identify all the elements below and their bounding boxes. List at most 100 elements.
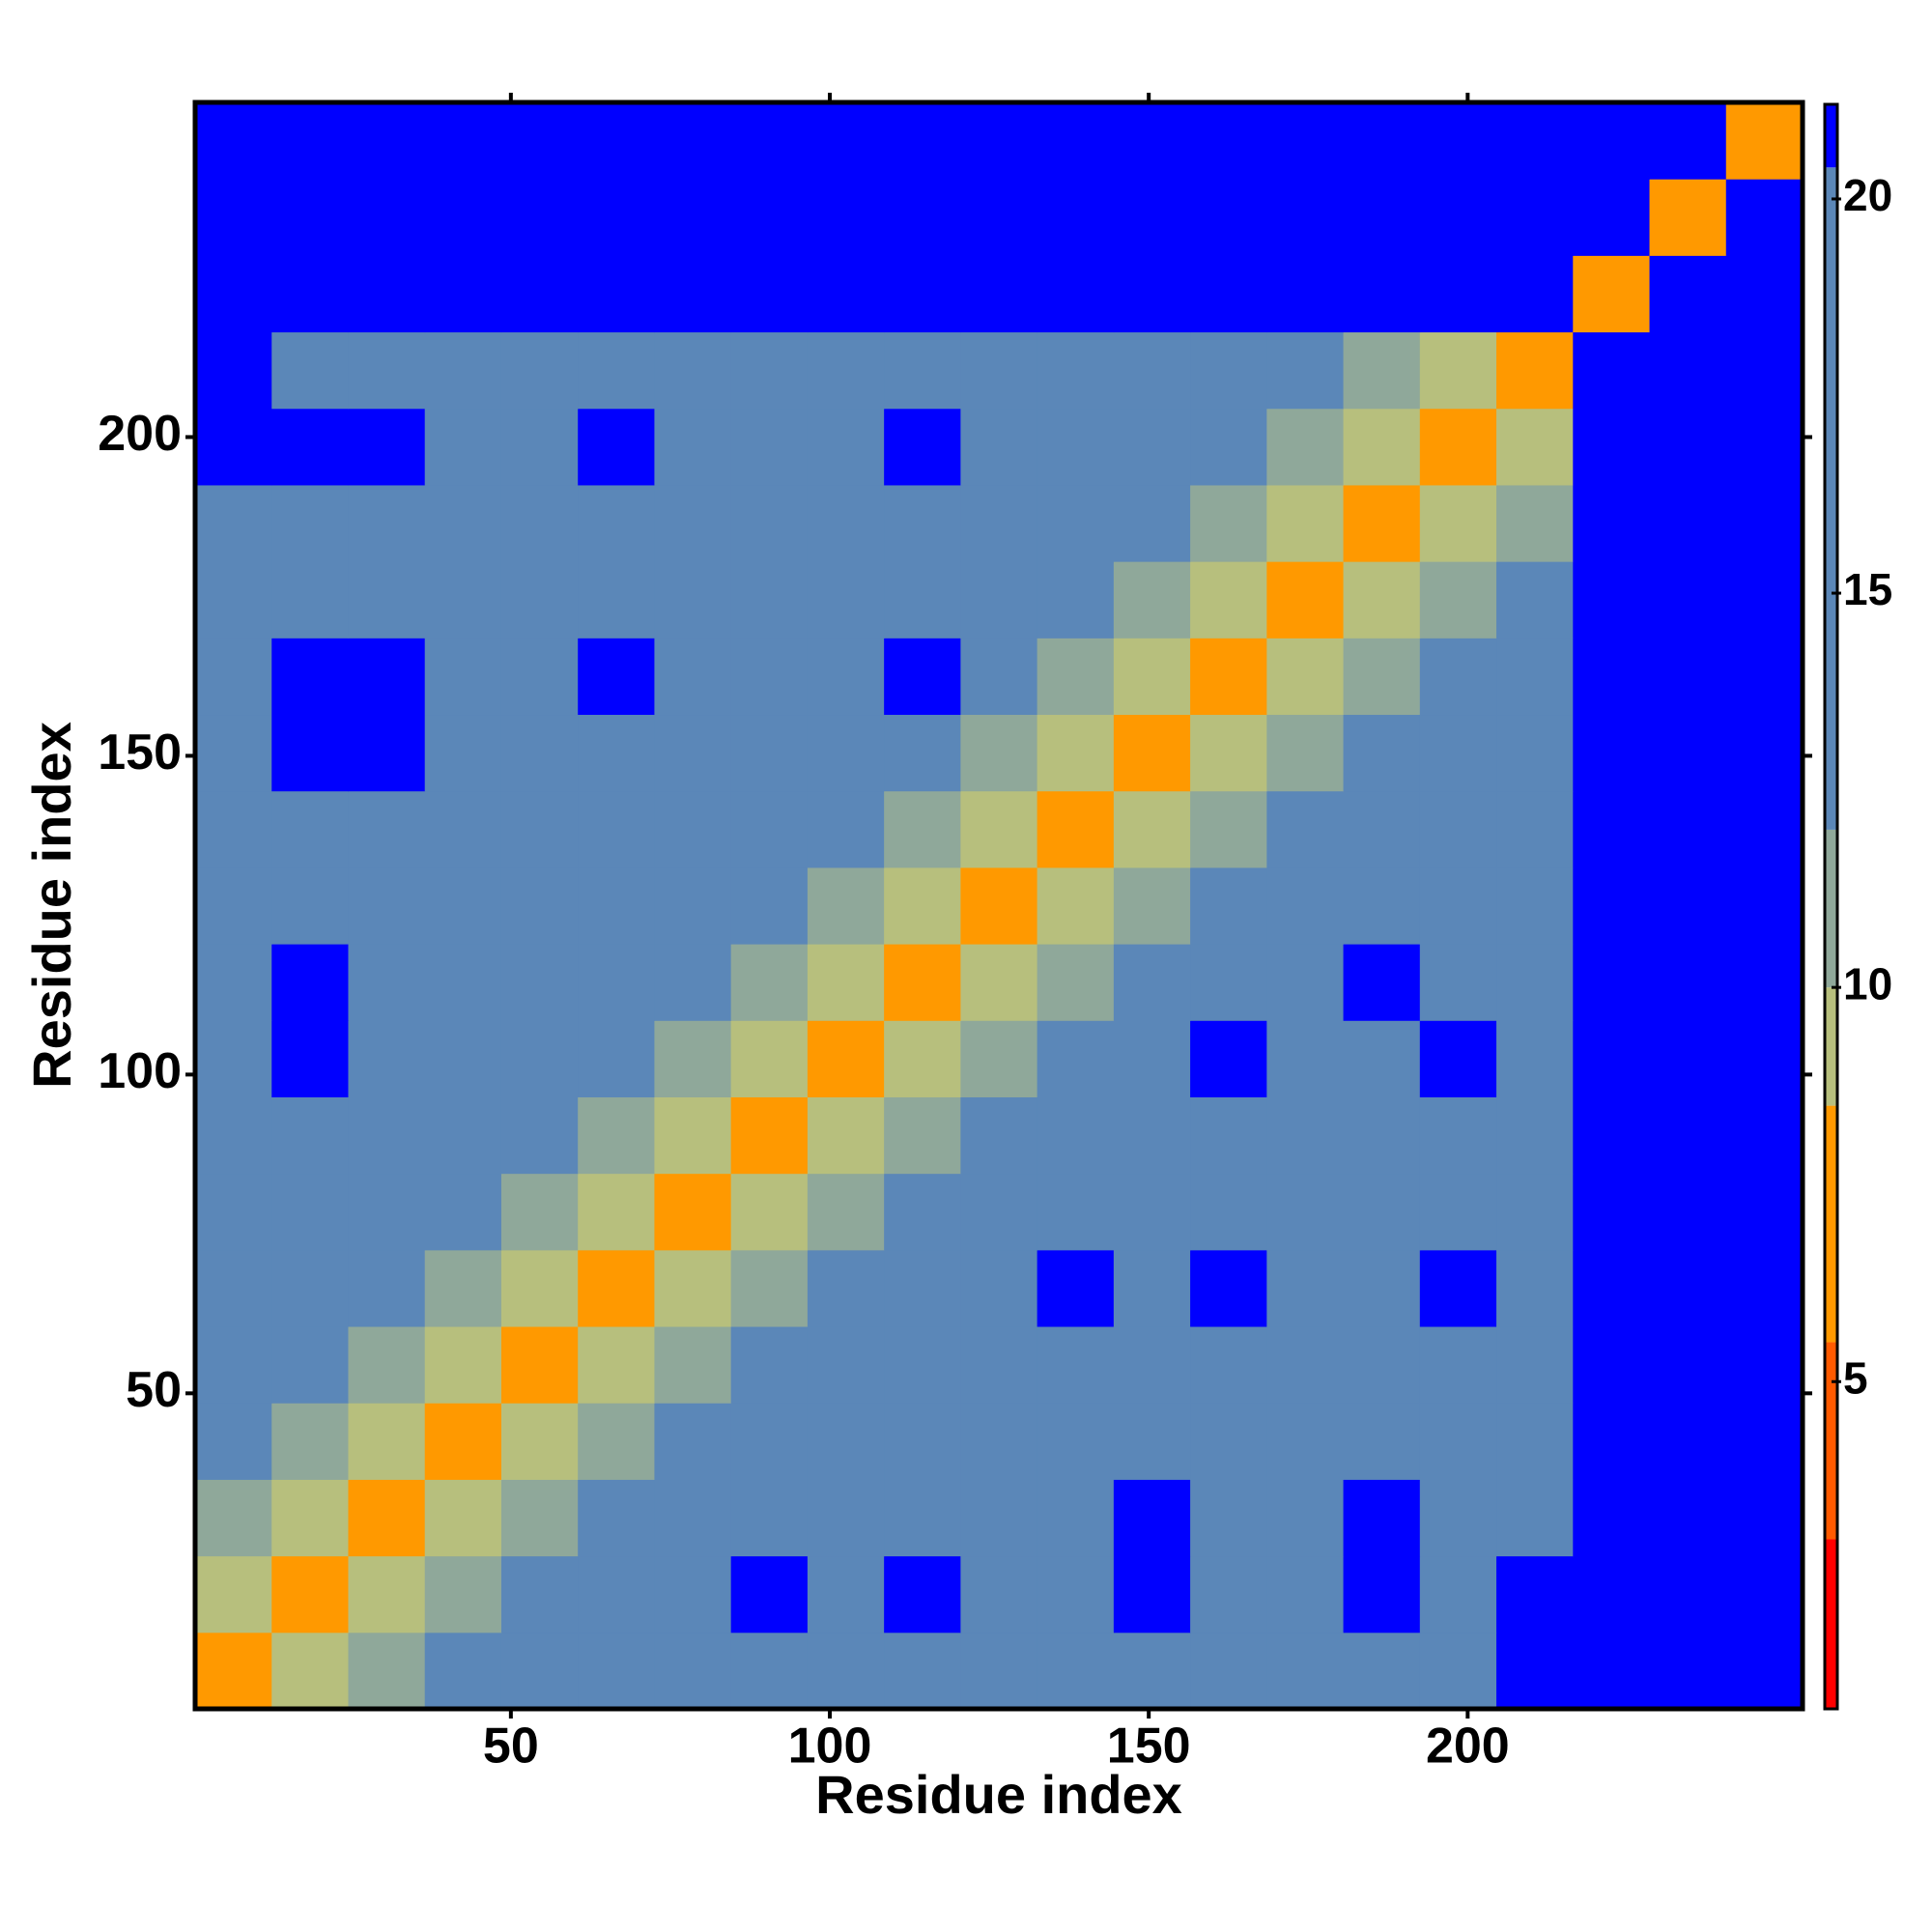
heatmap-cell <box>1496 1632 1574 1710</box>
heatmap-cell <box>730 484 809 562</box>
heatmap-cell <box>730 1479 809 1557</box>
heatmap-cell <box>1725 1249 1804 1327</box>
heatmap-cell <box>1419 1555 1497 1634</box>
heatmap-cell <box>1419 179 1497 256</box>
heatmap-cell <box>578 790 655 868</box>
heatmap-cell <box>960 944 1038 1021</box>
heatmap-cell <box>1649 790 1727 868</box>
heatmap-cell <box>654 1479 732 1557</box>
heatmap-cell <box>654 790 732 868</box>
heatmap-cell <box>348 1020 426 1097</box>
heatmap-cell <box>1037 1479 1115 1557</box>
heatmap-cell <box>1649 408 1727 486</box>
heatmap-cell <box>1037 1326 1115 1404</box>
heatmap-cell <box>1496 638 1574 716</box>
heatmap-cell <box>1725 1020 1804 1097</box>
heatmap-cell <box>1649 944 1727 1021</box>
heatmap-cell <box>1113 331 1191 410</box>
heatmap-cell <box>1037 255 1115 333</box>
heatmap-cell <box>884 1555 961 1634</box>
heatmap-cell <box>578 255 655 333</box>
heatmap-cell <box>1419 638 1497 716</box>
heatmap-cell <box>1496 1249 1574 1327</box>
colorbar-segment <box>1825 987 1837 1106</box>
heatmap-cell <box>807 179 885 256</box>
heatmap-cell <box>1113 790 1191 868</box>
heatmap-cell <box>1419 255 1497 333</box>
heatmap-cell <box>807 1096 885 1175</box>
heatmap-cell <box>578 179 655 256</box>
heatmap-cell <box>348 1555 426 1634</box>
heatmap-cell <box>960 1555 1038 1634</box>
heatmap-cell <box>1190 102 1267 180</box>
heatmap-cell <box>1113 561 1191 639</box>
heatmap-cell <box>1496 484 1574 562</box>
heatmap-cell <box>654 484 732 562</box>
colorbar-segment <box>1825 1539 1837 1709</box>
heatmap-cell <box>654 1403 732 1480</box>
heatmap-cell <box>578 1249 655 1327</box>
heatmap-cell <box>1343 1020 1421 1097</box>
heatmap-cell <box>1113 1479 1191 1557</box>
heatmap-cell <box>730 638 809 716</box>
heatmap-cell <box>271 102 349 180</box>
x-axis-title: Residue index <box>815 1764 1182 1825</box>
heatmap-cell <box>1037 1020 1115 1097</box>
heatmap-cell <box>1419 1632 1497 1710</box>
heatmap-cell <box>348 102 426 180</box>
x-tick-label: 200 <box>1426 1719 1510 1775</box>
x-tick-label: 100 <box>788 1719 872 1775</box>
colorbar-segment <box>1825 1105 1837 1343</box>
heatmap-cell <box>1113 1632 1191 1710</box>
heatmap-cell <box>1037 638 1115 716</box>
heatmap-cell <box>1343 408 1421 486</box>
heatmap-cell <box>1113 638 1191 716</box>
heatmap-cell <box>1649 102 1727 180</box>
heatmap-cell <box>960 484 1038 562</box>
heatmap-cell <box>271 1632 349 1710</box>
heatmap-cell <box>1573 255 1651 333</box>
heatmap-cell <box>1649 1020 1727 1097</box>
heatmap-cell <box>1266 1173 1345 1251</box>
heatmap-cell <box>1573 331 1651 410</box>
heatmap-cell <box>1573 1403 1651 1480</box>
heatmap-cell <box>654 1096 732 1175</box>
heatmap-cell <box>1343 179 1421 256</box>
heatmap-cell <box>1725 102 1804 180</box>
heatmap-cell <box>578 714 655 792</box>
heatmap-cell <box>1496 714 1574 792</box>
heatmap-cell <box>884 1173 961 1251</box>
y-tick-label: 50 <box>126 1362 182 1418</box>
heatmap-cell <box>424 1479 502 1557</box>
heatmap-cell <box>1190 408 1267 486</box>
heatmap-cell <box>578 867 655 945</box>
heatmap-cell <box>578 1479 655 1557</box>
heatmap-cell <box>578 331 655 410</box>
heatmap-cell <box>730 1173 809 1251</box>
heatmap-cell <box>1266 1479 1345 1557</box>
heatmap-cell <box>500 1173 579 1251</box>
heatmap-cell <box>1113 255 1191 333</box>
x-tick-label: 50 <box>483 1719 539 1775</box>
heatmap-cell <box>1573 714 1651 792</box>
heatmap-cell <box>654 255 732 333</box>
heatmap-cell <box>1649 331 1727 410</box>
heatmap-cell <box>884 484 961 562</box>
heatmap-cell <box>960 179 1038 256</box>
heatmap-cell <box>1343 1173 1421 1251</box>
heatmap-cell <box>1573 1249 1651 1327</box>
heatmap-cell <box>1190 179 1267 256</box>
heatmap-cell <box>807 714 885 792</box>
heatmap-cell <box>1190 331 1267 410</box>
heatmap-cell <box>578 1096 655 1175</box>
heatmap-cell <box>1496 790 1574 868</box>
heatmap-cell <box>960 408 1038 486</box>
heatmap-cell <box>195 102 272 180</box>
heatmap-cell <box>1113 714 1191 792</box>
heatmap-cell <box>884 1020 961 1097</box>
heatmap-cell <box>1496 1173 1574 1251</box>
heatmap-cell <box>807 561 885 639</box>
heatmap-cell <box>1266 408 1345 486</box>
heatmap-cell <box>500 408 579 486</box>
heatmap-cell <box>1343 331 1421 410</box>
